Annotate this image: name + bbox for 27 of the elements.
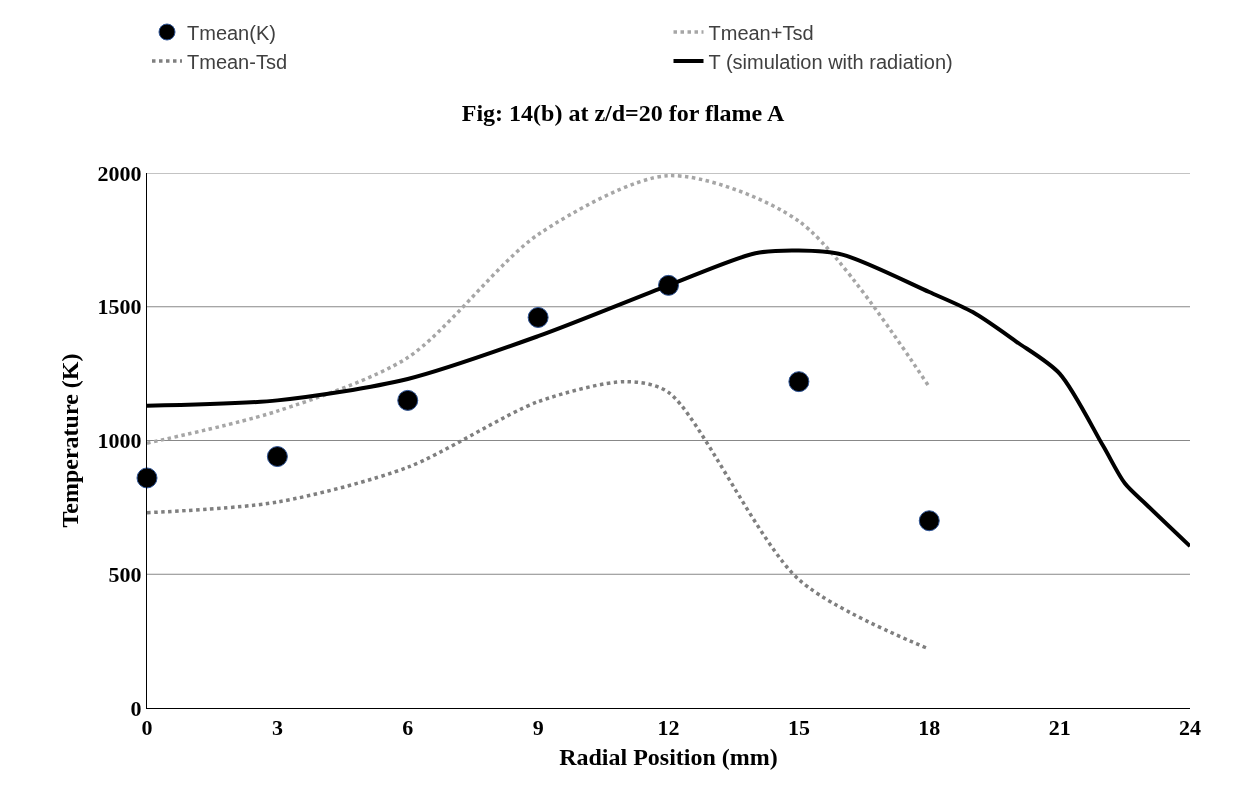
y-tick-label: 500 (108, 561, 142, 587)
point (918, 510, 940, 532)
point (136, 467, 158, 489)
line-series (147, 173, 931, 445)
point (397, 389, 419, 411)
x-tick-label: 6 (402, 715, 414, 741)
x-tick-label: 24 (1179, 715, 1201, 741)
point (527, 306, 549, 328)
y-tick-label: 1500 (97, 294, 142, 320)
y-tick-label: 2000 (97, 160, 142, 186)
point (788, 371, 810, 393)
legend-label: Tmean-Tsd (187, 50, 288, 73)
x-tick-label: 9 (532, 715, 544, 741)
legend-label: Tmean+Tsd (708, 21, 814, 44)
y-axis-title: Temperature (K) (56, 353, 83, 528)
x-axis-title: Radial Position (mm) (559, 743, 778, 770)
x-tick-label: 12 (657, 715, 680, 741)
y-tick-label: 0 (130, 695, 142, 721)
x-tick-label: 3 (271, 715, 283, 741)
x-tick-label: 21 (1048, 715, 1071, 741)
x-tick-label: 18 (918, 715, 941, 741)
legend-label: T (simulation with radiation) (708, 50, 953, 73)
x-tick-label: 15 (787, 715, 810, 741)
y-tick-label: 1000 (97, 428, 142, 454)
point (266, 446, 288, 468)
legend-label: Tmean(K) (187, 21, 276, 44)
chart-title: Fig: 14(b) at z/d=20 for flame A (461, 99, 785, 126)
